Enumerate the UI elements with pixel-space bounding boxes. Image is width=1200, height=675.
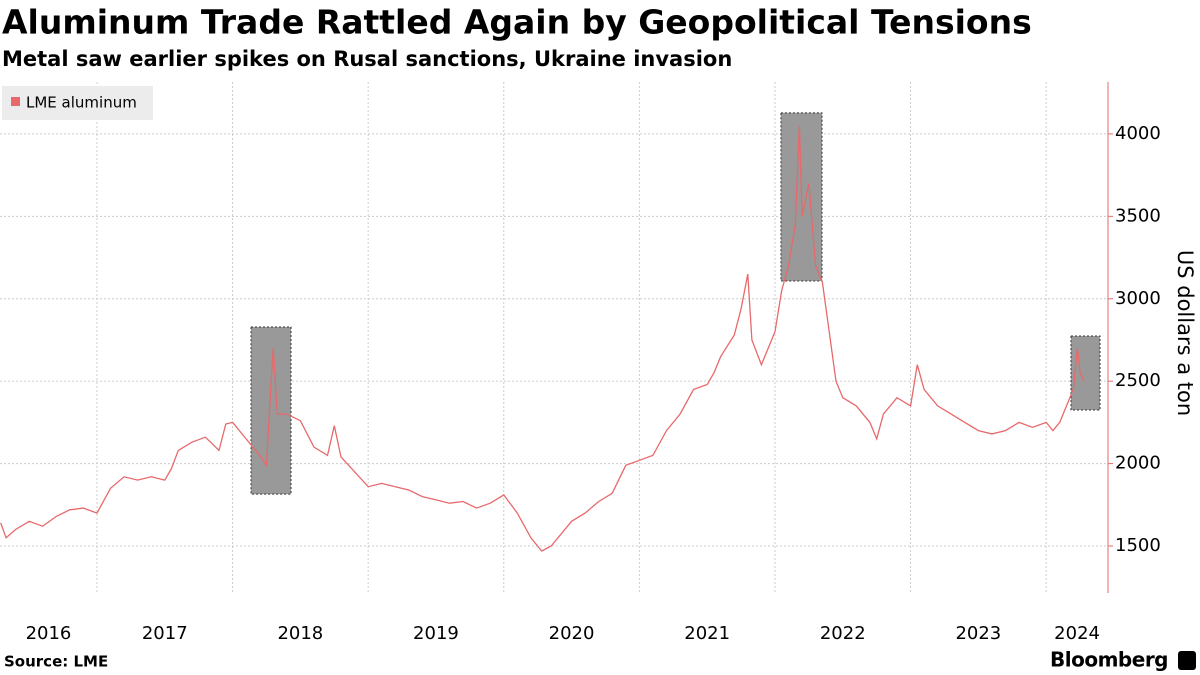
brand: Bloomberg bbox=[1050, 648, 1168, 672]
y-tick-label: 2500 bbox=[1115, 370, 1161, 391]
source: Source: LME bbox=[4, 653, 108, 671]
x-tick-label: 2017 bbox=[142, 623, 188, 644]
y-tick-label: 3500 bbox=[1115, 205, 1161, 226]
x-tick-label: 2018 bbox=[277, 623, 323, 644]
highlight-box bbox=[1070, 335, 1101, 411]
x-tick-label: 2022 bbox=[820, 623, 866, 644]
y-tick-label: 1500 bbox=[1115, 535, 1161, 556]
legend-swatch bbox=[11, 97, 20, 106]
highlight-box bbox=[250, 326, 292, 495]
y-tick-label: 2000 bbox=[1115, 453, 1161, 474]
x-tick-label: 2019 bbox=[413, 623, 459, 644]
chart-subtitle: Metal saw earlier spikes on Rusal sancti… bbox=[2, 47, 732, 71]
x-tick-label: 2023 bbox=[955, 623, 1001, 644]
y-axis-label: US dollars a ton bbox=[1173, 250, 1197, 416]
y-tick-label: 4000 bbox=[1115, 123, 1161, 144]
x-tick-label: 2016 bbox=[26, 623, 72, 644]
data-line bbox=[0, 125, 1085, 552]
x-tick-label: 2024 bbox=[1054, 623, 1100, 644]
legend-label: LME aluminum bbox=[26, 94, 137, 112]
legend-box bbox=[2, 86, 153, 120]
y-tick-label: 3000 bbox=[1115, 288, 1161, 309]
x-tick-label: 2020 bbox=[549, 623, 595, 644]
brand-icon bbox=[1178, 651, 1196, 670]
chart-title: Aluminum Trade Rattled Again by Geopolit… bbox=[2, 3, 1032, 42]
x-tick-label: 2021 bbox=[684, 623, 730, 644]
